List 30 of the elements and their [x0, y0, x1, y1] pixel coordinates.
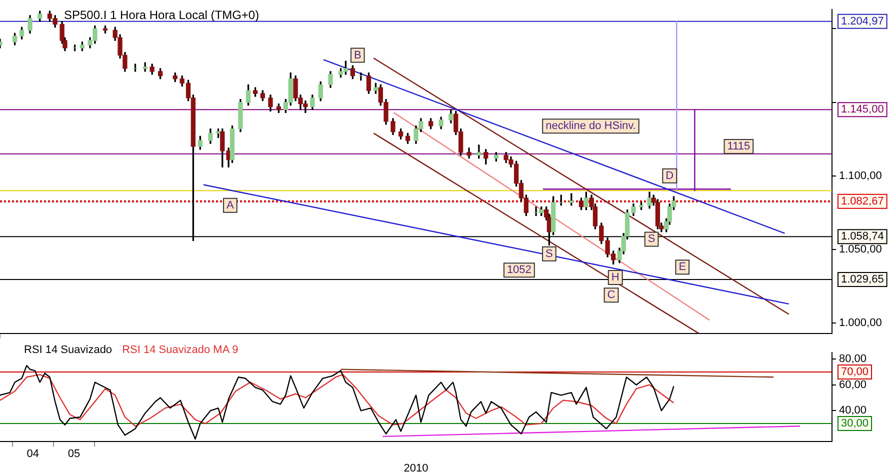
y-tick-label: 1.050,00	[839, 244, 882, 256]
ref-line-label: 1.204,97	[840, 15, 884, 28]
annotation: D	[666, 170, 674, 182]
x-tick-label: 05	[68, 448, 80, 460]
x-axis-title: 2010	[404, 462, 428, 474]
annotation: B	[354, 49, 362, 62]
annotation: H	[611, 272, 620, 284]
ref-line-label: 1.145,00	[840, 104, 884, 116]
ref-line-label: 1.082,67	[840, 195, 884, 208]
y-tick-label: 60,00	[839, 378, 867, 391]
annotation: S	[648, 233, 656, 246]
annotation: 1115	[727, 140, 750, 153]
ref-line-label: 1.029,65	[840, 273, 884, 286]
annotation: 1052	[506, 264, 532, 276]
annotation: neckline do HSinv.	[546, 120, 636, 132]
y-tick-label: 80,00	[839, 353, 867, 366]
y-tick-label: 1.100,00	[839, 170, 882, 182]
annotation: A	[226, 199, 235, 212]
ref-line-label: 30,00	[841, 418, 869, 430]
annotation: S	[546, 248, 553, 260]
ref-line-label: 70,00	[841, 366, 869, 378]
y-tick-label: 40,00	[839, 404, 867, 417]
annotation: E	[678, 261, 686, 274]
series-label: RSI 14 Suavizado	[24, 344, 112, 356]
chart-title: SP500.I 1 Hora Hora Local (TMG+0)	[64, 8, 260, 22]
x-tick-label: 04	[26, 448, 40, 460]
ref-line-label: 1.058,74	[840, 230, 884, 243]
y-tick-label: 1.000,00	[839, 317, 882, 330]
text: RSI 14 Suavizado MA 9	[122, 344, 238, 356]
annotation: C	[607, 289, 616, 302]
